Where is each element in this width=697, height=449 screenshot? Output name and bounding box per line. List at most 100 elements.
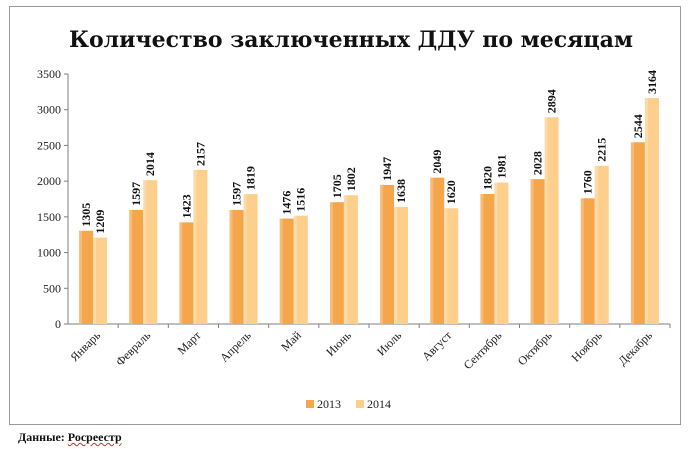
bar-2014: [243, 194, 258, 324]
legend-label: 2014: [367, 397, 391, 411]
x-tick-label: Август: [419, 328, 455, 364]
x-tick-label: Апрель: [217, 328, 254, 365]
data-label: 1305: [79, 203, 93, 227]
bar-2013: [630, 142, 645, 324]
bar-2013: [229, 209, 244, 324]
bar-2014: [93, 237, 108, 324]
source-note: Данные: Росреестр: [18, 430, 122, 445]
data-label: 3164: [645, 70, 659, 94]
bar-highlight: [494, 182, 498, 324]
x-tick-label: Март: [174, 328, 204, 358]
data-label: 1981: [494, 155, 508, 179]
bar-2014: [193, 169, 208, 324]
y-tick-label: 500: [43, 281, 61, 295]
bar-2013: [179, 222, 194, 324]
bar-highlight: [329, 202, 333, 324]
data-label: 1705: [330, 174, 344, 198]
data-label: 2544: [631, 114, 645, 138]
bar-2014: [293, 215, 308, 324]
bar-2013: [329, 202, 344, 324]
bar-2014: [644, 98, 659, 324]
bar-2013: [580, 198, 595, 324]
data-label: 1947: [380, 157, 394, 181]
source-name: Росреестр: [67, 430, 122, 444]
x-tick-label: Декабрь: [615, 328, 655, 368]
bar-highlight: [143, 180, 147, 324]
source-label: Данные:: [18, 430, 65, 444]
x-tick-label: Сентябрь: [461, 328, 505, 372]
legend: 2013 2014: [306, 397, 391, 411]
data-label: 1516: [294, 188, 308, 212]
legend-swatch-2014: [356, 400, 364, 408]
bar-highlight: [394, 207, 398, 324]
chart-frame: Количество заключенных ДДУ по месяцам 0 5…: [9, 6, 681, 425]
x-tick-label: Июнь: [323, 328, 354, 359]
bar-2013: [430, 177, 445, 324]
bar-2013: [279, 218, 294, 324]
x-tick-label: Январь: [67, 328, 103, 364]
chart-title: Количество заключенных ДДУ по месяцам: [69, 27, 633, 53]
bar-highlight: [380, 184, 384, 324]
bar-highlight: [179, 222, 183, 324]
bar-highlight: [580, 198, 584, 324]
x-tick-label: Февраль: [113, 328, 154, 369]
data-label: 2014: [143, 152, 157, 176]
data-label: 1597: [129, 182, 143, 206]
bar-2014: [394, 207, 409, 324]
data-label: 2157: [193, 142, 207, 166]
y-tick-label: 1000: [37, 246, 61, 260]
data-label: 1476: [280, 191, 294, 215]
bar-highlight: [444, 208, 448, 324]
bar-highlight: [544, 117, 548, 325]
bar-2014: [143, 180, 158, 324]
bar-highlight: [343, 195, 347, 324]
data-label: 1819: [244, 166, 258, 190]
x-tick-label: Ноябрь: [568, 328, 605, 365]
bar-2013: [79, 230, 94, 324]
bar-highlight: [229, 209, 233, 324]
legend-swatch-2013: [306, 400, 314, 408]
bar-2014: [494, 182, 509, 324]
data-label: 2894: [545, 89, 559, 113]
bar-2014: [343, 195, 358, 324]
bar-highlight: [93, 237, 97, 324]
x-tick-label: Октябрь: [515, 328, 555, 368]
data-label: 2215: [595, 138, 609, 162]
data-label: 1597: [230, 182, 244, 206]
y-tick-label: 3000: [37, 103, 61, 117]
bar-2014: [594, 165, 609, 324]
bar-2013: [530, 179, 545, 324]
data-label: 1209: [93, 210, 107, 234]
bar-highlight: [193, 169, 197, 324]
x-tick-label: Май: [278, 328, 304, 354]
bar-highlight: [480, 194, 484, 324]
data-label: 1802: [344, 167, 358, 191]
bar-2013: [480, 194, 495, 324]
data-label: 1760: [581, 170, 595, 194]
bar-highlight: [293, 215, 297, 324]
y-tick-label: 3500: [37, 67, 61, 81]
data-label: 1620: [444, 180, 458, 204]
bars: [79, 98, 659, 325]
data-label: 1423: [179, 194, 193, 218]
bar-highlight: [129, 209, 133, 324]
chart: Количество заключенных ДДУ по месяцам 0 5…: [37, 27, 671, 411]
bar-highlight: [279, 218, 283, 324]
bar-highlight: [594, 165, 598, 324]
data-label: 2049: [430, 150, 444, 174]
bar-2014: [544, 117, 559, 325]
bar-2014: [444, 208, 459, 324]
data-label: 1638: [394, 179, 408, 203]
bar-highlight: [243, 194, 247, 324]
bar-highlight: [644, 98, 648, 324]
data-label: 1820: [480, 166, 494, 190]
bar-highlight: [630, 142, 634, 324]
y-tick-label: 0: [55, 317, 61, 331]
y-tick-label: 1500: [37, 210, 61, 224]
bar-2013: [129, 209, 144, 324]
y-tick-label: 2500: [37, 138, 61, 152]
data-label: 2028: [531, 151, 545, 175]
bar-2013: [380, 184, 395, 324]
legend-label: 2013: [317, 397, 341, 411]
